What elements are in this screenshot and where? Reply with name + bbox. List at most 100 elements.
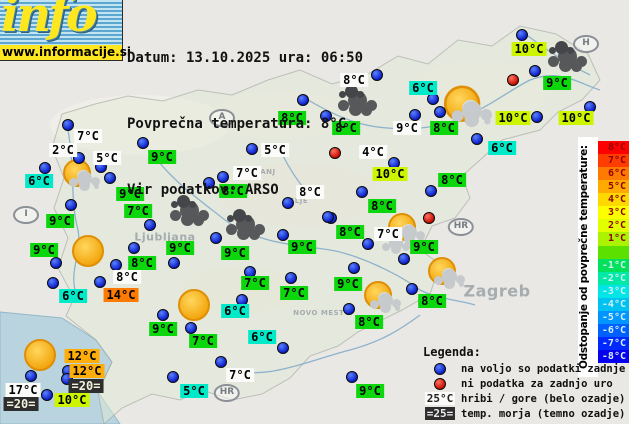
scale-row: -3°C: [598, 284, 629, 298]
temperature-label: 7°C: [124, 204, 152, 218]
temperature-label: 8°C: [430, 121, 458, 135]
temperature-label: 8°C: [418, 294, 446, 308]
station-dot-blue: [104, 172, 116, 184]
sun-cloud-icon: [422, 256, 468, 288]
station-dot-red: [507, 74, 519, 86]
legend-title: Legenda:: [423, 345, 481, 359]
scale-row: 8°C: [598, 141, 629, 155]
city-label: Zagreb: [463, 281, 531, 301]
temperature-label: 7°C: [189, 334, 217, 348]
temperature-label: 5°C: [261, 143, 289, 157]
scale-row: -7°C: [598, 336, 629, 350]
temperature-label: 7°C: [233, 166, 261, 180]
scale-row: -6°C: [598, 323, 629, 337]
temperature-label: 8°C: [219, 184, 247, 198]
station-dot-blue: [157, 309, 169, 321]
station-dot-blue: [65, 199, 77, 211]
logo-text: info: [1, 0, 98, 43]
country-sign-hr: HR: [447, 218, 475, 236]
station-dot-blue: [297, 94, 309, 106]
station-dot-blue: [346, 371, 358, 383]
temperature-label: 5°C: [93, 151, 121, 165]
temperature-label: 8°C: [336, 225, 364, 239]
temperature-label: 9°C: [221, 246, 249, 260]
temperature-label: 10°C: [495, 111, 531, 125]
header-avg-temp-line: Povprečna temperatura: 8°C: [127, 116, 347, 132]
temperature-label: 7°C: [374, 227, 402, 241]
city-label: NOVO MESTO: [293, 309, 351, 317]
temperature-label: 2°C: [49, 143, 77, 157]
map-legend: Legenda: na voljo so podatki zadnje ure …: [423, 345, 629, 422]
station-dot-blue: [285, 272, 297, 284]
scale-row: 4°C: [598, 193, 629, 207]
temperature-label: 10°C: [558, 111, 594, 125]
temperature-label: 9°C: [288, 240, 316, 254]
country-sign-a: A: [209, 109, 235, 127]
sun-cloud-big-icon: [436, 84, 496, 126]
white-label-sample: 25°C: [424, 392, 456, 405]
temperature-label: 8°C: [113, 270, 141, 284]
temperature-label: 4°C: [359, 145, 387, 159]
logo-url-link[interactable]: www.informacije.si: [0, 45, 131, 60]
temperature-label: 9°C: [356, 384, 384, 398]
deviation-color-scale: 8°C 7°C 6°C 5°C 4°C 3°C 2°C 1°C -1°C -2°C -3°C -4°C…: [598, 141, 629, 364]
temperature-label: 7°C: [280, 286, 308, 300]
temperature-label: 9°C: [46, 214, 74, 228]
scale-row: -1°C: [598, 258, 629, 272]
station-dot-blue: [398, 253, 410, 265]
temperature-label: 6°C: [409, 81, 437, 95]
station-dot-blue: [128, 242, 140, 254]
temperature-label: 8°C: [296, 185, 324, 199]
station-dot-blue: [277, 229, 289, 241]
temperature-label: 17°C: [5, 383, 41, 397]
temperature-label: =20=: [68, 379, 104, 393]
blue-dot-icon: [434, 362, 446, 375]
station-dot-blue: [217, 171, 229, 183]
temperature-label: 8°C: [438, 173, 466, 187]
temperature-label: 8°C: [355, 315, 383, 329]
country-sign-hr: HR: [213, 384, 241, 402]
station-dot-blue: [215, 356, 227, 368]
temperature-label: 10°C: [372, 167, 408, 181]
red-dot-icon: [434, 377, 446, 390]
station-dot-blue: [25, 370, 37, 382]
city-label: KRANJ: [248, 168, 276, 176]
country-sign-i: I: [13, 206, 39, 224]
station-dot-blue: [246, 143, 258, 155]
temperature-label: 10°C: [54, 393, 90, 407]
station-dot-red: [423, 212, 435, 224]
scale-row: [598, 245, 629, 259]
temperature-label: =20=: [3, 397, 39, 411]
station-dot-blue: [362, 238, 374, 250]
legend-item-text: ni podatka za zadnjo uro: [461, 377, 613, 390]
temperature-label: 6°C: [25, 174, 53, 188]
temperature-label: 9°C: [116, 187, 144, 201]
scale-row: -2°C: [598, 271, 629, 285]
legend-item-text: hribi / gore (belo ozadje): [461, 392, 626, 405]
station-dot-blue: [371, 69, 383, 81]
header-date-line: Datum: 13.10.2025 ura: 06:50: [127, 50, 364, 66]
dark-cloud-icon: [167, 195, 213, 228]
temperature-label: 7°C: [241, 276, 269, 290]
scale-row: 1°C: [598, 232, 629, 246]
temperature-label: 7°C: [74, 129, 102, 143]
site-logo[interactable]: info www.informacije.si: [0, 0, 131, 61]
station-dot-blue: [282, 197, 294, 209]
legend-item-no-data: ni podatka za zadnjo uro: [423, 377, 629, 390]
temperature-label: 8°C: [368, 199, 396, 213]
sun-icon: [169, 287, 215, 321]
legend-item-sea-temp: =25= temp. morja (temno ozadje): [423, 407, 629, 420]
dark-cloud-icon: [335, 85, 381, 118]
scale-row: 5°C: [598, 180, 629, 194]
station-dot-blue: [50, 257, 62, 269]
legend-item-fresh-data: na voljo so podatki zadnje ure: [423, 362, 629, 375]
temperature-label: 8°C: [332, 121, 360, 135]
station-dot-blue: [62, 119, 74, 131]
station-dot-blue: [348, 262, 360, 274]
sun-cloud-icon: [57, 158, 103, 190]
legend-item-mountains: 25°C hribi / gore (belo ozadje): [423, 392, 629, 405]
